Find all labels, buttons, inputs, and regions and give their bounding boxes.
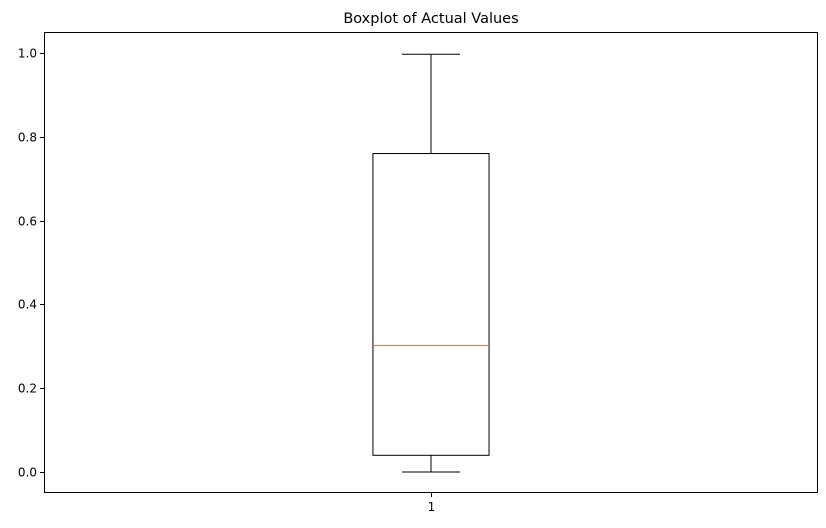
boxes-group [372, 53, 490, 473]
y-tick-label: 0.2 [18, 382, 37, 396]
y-tick-label: 0.6 [18, 215, 37, 229]
x-tick-label: 1 [428, 500, 436, 514]
y-axis: 0.0 0.2 0.4 0.6 0.8 1.0 [18, 47, 44, 480]
x-axis: 1 [428, 493, 436, 514]
chart-title: Boxplot of Actual Values [343, 11, 518, 27]
y-tick-label: 0.0 [18, 466, 37, 480]
plot-area-frame [44, 32, 818, 493]
box-iqr [372, 153, 490, 456]
y-tick-label: 0.8 [18, 131, 37, 145]
y-tick-label: 0.4 [18, 298, 37, 312]
y-tick-label: 1.0 [18, 47, 37, 61]
